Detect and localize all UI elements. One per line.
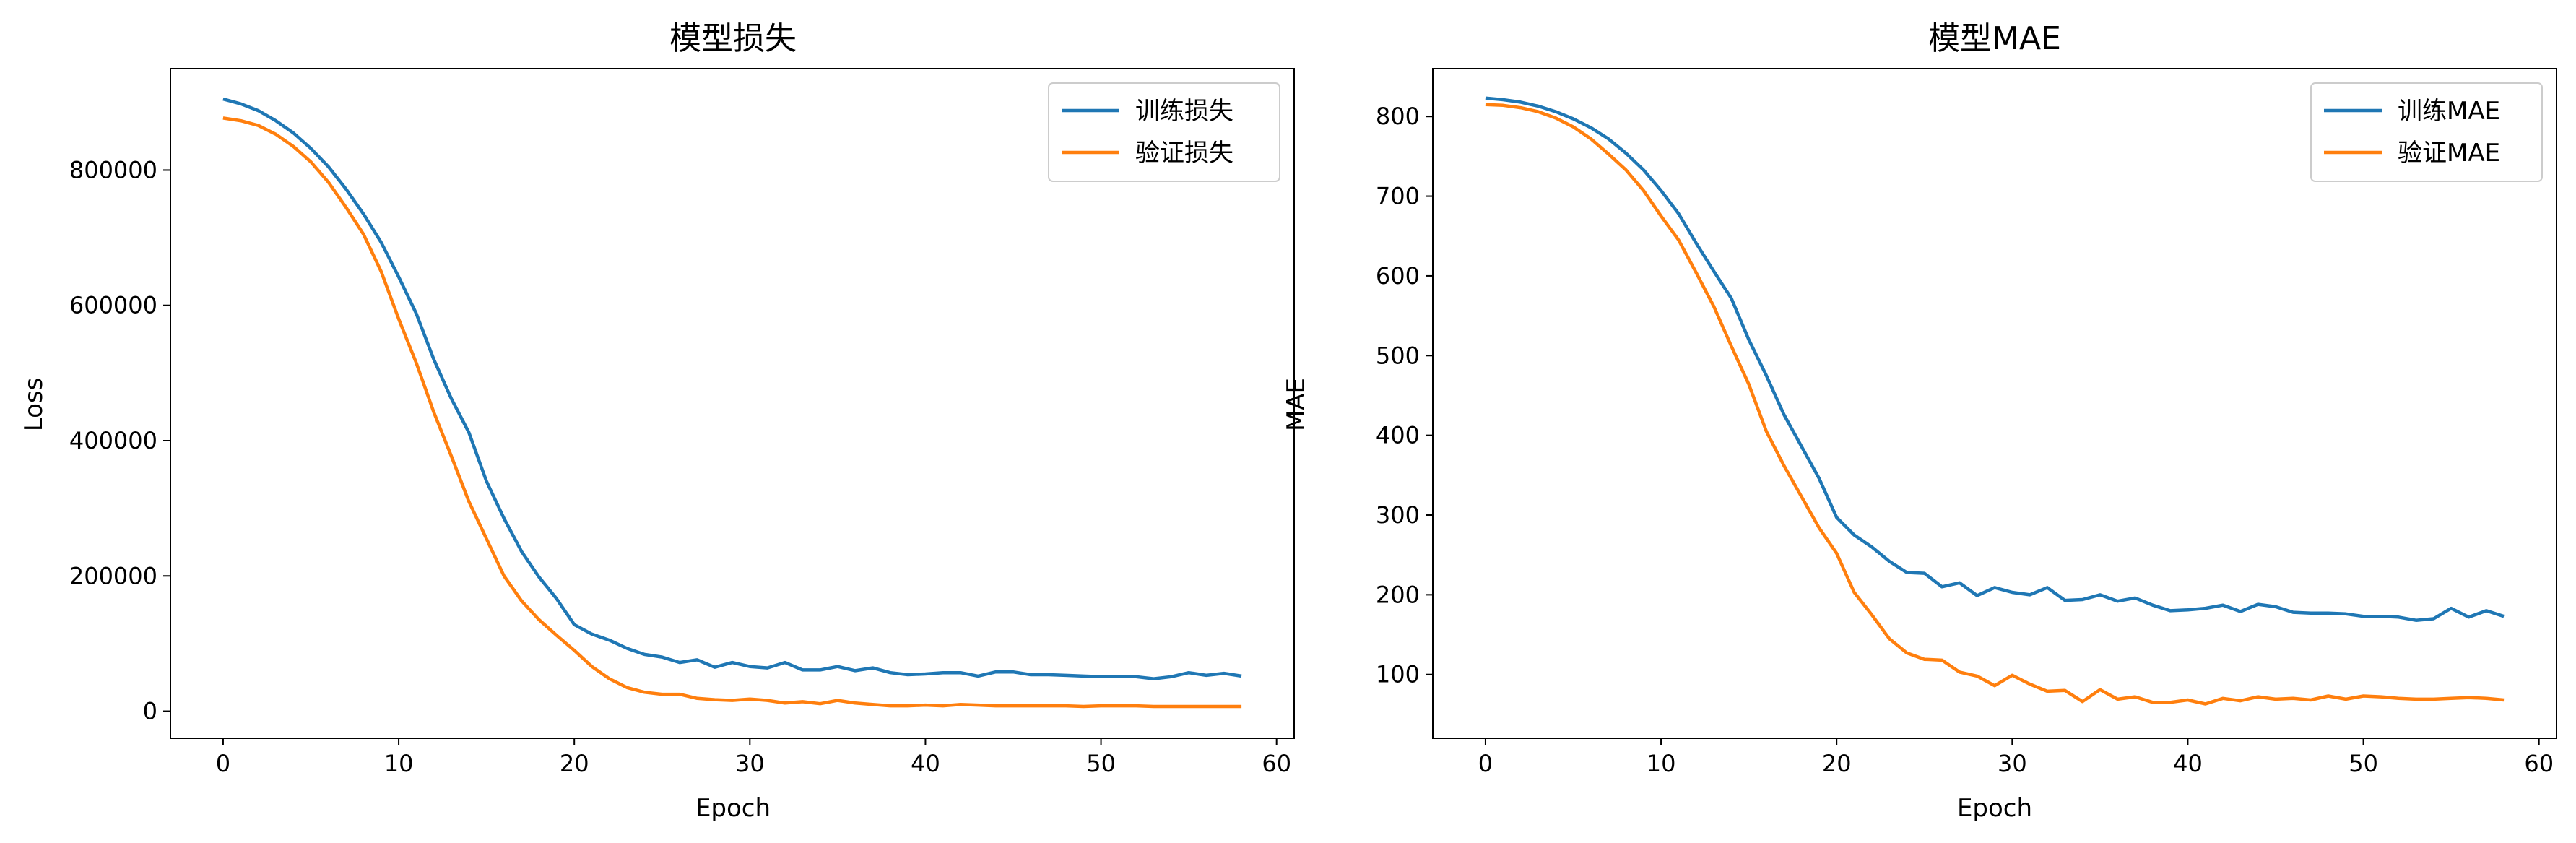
mae-chart: 模型MAE Epoch MAE 0 10 20 30 40 50 60 100 200 300 40… — [1282, 20, 2557, 823]
loss-series-line-0 — [222, 97, 1242, 680]
loss-x-tick-label: 60 — [1262, 750, 1291, 777]
loss-chart-title: 模型损失 — [669, 20, 797, 57]
mae-x-tick-label: 0 — [1478, 750, 1493, 777]
loss-x-tick-label: 10 — [384, 750, 414, 777]
loss-chart: 模型损失 Epoch Loss 0 10 20 30 40 50 60 0 200000 4000… — [19, 20, 1295, 823]
loss-chart-ylabel: Loss — [19, 378, 48, 432]
mae-legend-box — [2310, 82, 2543, 182]
loss-x-tick-label: 0 — [216, 750, 230, 777]
mae-x-tick-label: 60 — [2524, 750, 2554, 777]
mae-plot-area: 0 10 20 30 40 50 60 100 200 300 400 500 600 700 800 — [1376, 68, 2557, 777]
loss-legend-box — [1048, 82, 1280, 182]
loss-x-tick-label: 30 — [735, 750, 765, 777]
loss-y-tick-label: 0 — [143, 698, 157, 725]
mae-chart-ylabel: MAE — [1282, 378, 1311, 431]
mae-x-tick-label: 30 — [1998, 750, 2027, 777]
loss-y-tick-label: 800000 — [69, 156, 157, 183]
loss-legend-label: 验证损失 — [1135, 139, 1233, 168]
loss-y-tick-label: 400000 — [69, 427, 157, 454]
mae-y-tick-label: 500 — [1376, 342, 1420, 369]
mae-y-tick-label: 100 — [1376, 661, 1420, 688]
loss-y-tick-label: 200000 — [69, 562, 157, 589]
mae-axes-frame — [1432, 68, 2557, 739]
mae-x-tick-label: 40 — [2173, 750, 2203, 777]
loss-y-tick-label: 600000 — [69, 292, 157, 319]
loss-x-tick-label: 40 — [911, 750, 940, 777]
mae-y-tick-label: 800 — [1376, 103, 1420, 130]
mae-series-line-1 — [1485, 103, 2505, 706]
mae-legend: 训练MAE 验证MAE — [2310, 82, 2543, 182]
mae-y-tick-label: 300 — [1376, 501, 1420, 529]
loss-axes-frame — [170, 68, 1295, 739]
loss-x-tick-label: 50 — [1086, 750, 1116, 777]
mae-y-tick-label: 600 — [1376, 262, 1420, 290]
mae-y-tick-label: 200 — [1376, 581, 1420, 608]
loss-chart-xlabel: Epoch — [695, 794, 771, 823]
loss-legend-label: 训练损失 — [1135, 97, 1233, 126]
mae-chart-xlabel: Epoch — [1957, 794, 2032, 823]
loss-plot-area: 0 10 20 30 40 50 60 0 200000 400000 600000 800000 — [69, 68, 1295, 777]
mae-legend-label: 验证MAE — [2398, 139, 2500, 168]
mae-y-tick-label: 400 — [1376, 422, 1420, 449]
mae-y-tick-label: 700 — [1376, 183, 1420, 210]
mae-x-tick-label: 20 — [1822, 750, 1852, 777]
mae-x-tick-label: 10 — [1647, 750, 1676, 777]
loss-series-line-1 — [222, 116, 1242, 709]
mae-legend-label: 训练MAE — [2398, 97, 2500, 126]
loss-x-tick-label: 20 — [560, 750, 589, 777]
mae-chart-title: 模型MAE — [1928, 20, 2061, 57]
mae-x-tick-label: 50 — [2349, 750, 2378, 777]
mae-series-line-0 — [1485, 96, 2505, 622]
